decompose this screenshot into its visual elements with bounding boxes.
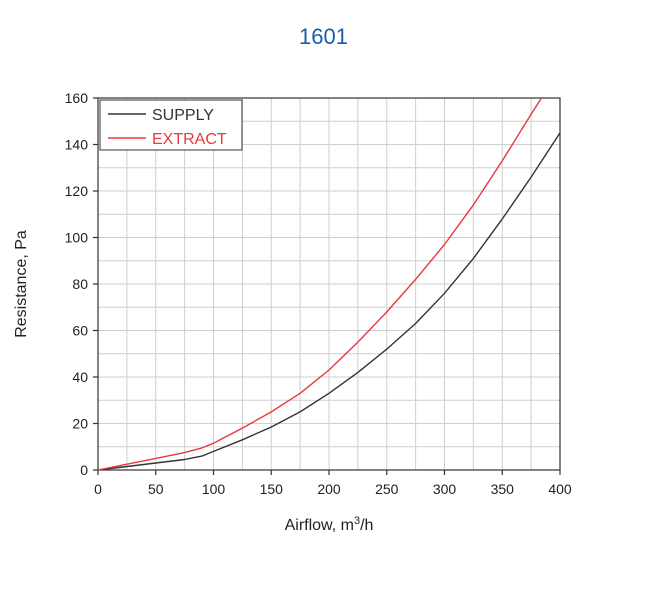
legend-box (99, 99, 243, 151)
x-tick-label: 50 (148, 481, 164, 497)
legend-label-extract: EXTRACT (152, 131, 227, 148)
x-tick-label: 350 (491, 481, 515, 497)
series (97, 97, 561, 471)
x-tick-label: 300 (433, 481, 457, 497)
y-tick-label: 120 (65, 183, 89, 199)
x-tick-label: 200 (317, 481, 341, 497)
x-tick-label: 100 (202, 481, 226, 497)
y-tick-label: 40 (72, 369, 88, 385)
y-tick-label: 0 (80, 462, 88, 478)
y-tick-label: 20 (72, 416, 88, 432)
axes: 0 50 100 150 200 250 300 350 400 0 20 40 60 80 100 120 1… (13, 90, 572, 534)
x-axis-label: Airflow, m3/h (285, 515, 374, 534)
x-tick-label: 150 (260, 481, 284, 497)
x-tick-label: 250 (375, 481, 399, 497)
y-tick-label: 100 (65, 230, 89, 246)
legend: SUPPLY EXTRACT (99, 99, 243, 151)
y-tick-label: 80 (72, 276, 88, 292)
chart-title: 1601 (299, 24, 348, 49)
grid (97, 97, 561, 471)
series-line-supply (97, 132, 561, 471)
y-axis-label: Resistance, Pa (13, 230, 30, 338)
y-tick-label: 160 (65, 90, 89, 106)
y-tick-label: 140 (65, 137, 89, 153)
legend-label-supply: SUPPLY (152, 107, 214, 124)
y-tick-label: 60 (72, 323, 88, 339)
x-tick-label: 0 (94, 481, 102, 497)
series-line-extract (97, 97, 543, 471)
x-tick-label: 400 (548, 481, 572, 497)
